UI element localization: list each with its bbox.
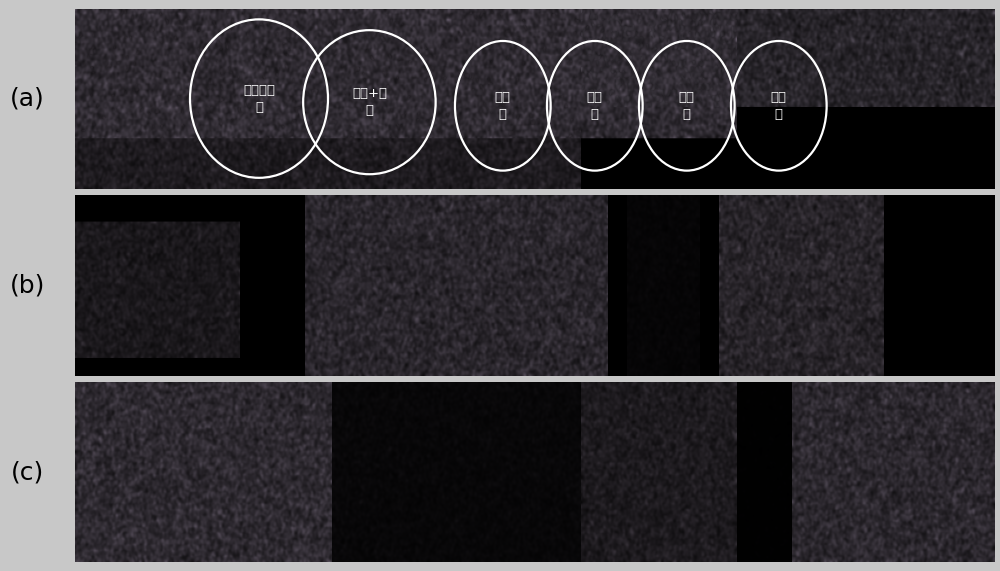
Text: 南北
向: 南北 向	[587, 91, 603, 121]
Text: (b): (b)	[9, 274, 45, 297]
Text: 南北+东
西: 南北+东 西	[352, 87, 387, 117]
Text: (a): (a)	[10, 87, 45, 111]
Text: 南北
向: 南北 向	[771, 91, 787, 121]
Text: 东西
向: 东西 向	[679, 91, 695, 121]
Text: (c): (c)	[11, 460, 44, 484]
Text: 南北向为
主: 南北向为 主	[243, 83, 275, 114]
Text: 东西
向: 东西 向	[495, 91, 511, 121]
